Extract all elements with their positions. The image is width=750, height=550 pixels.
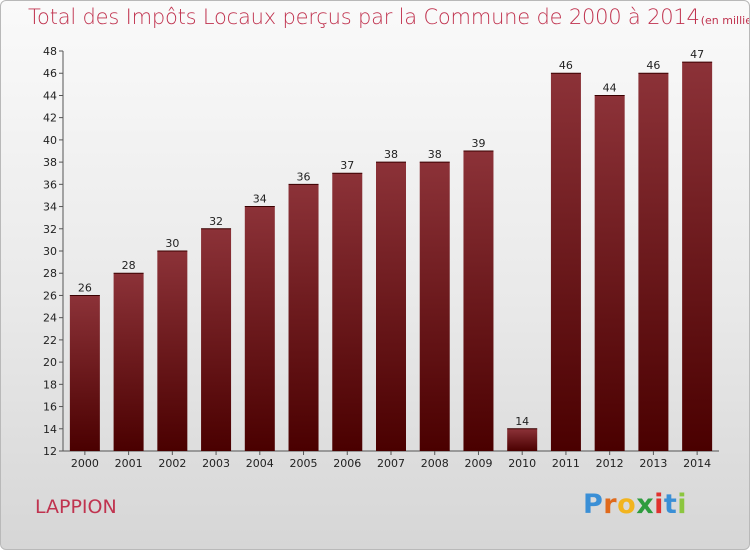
data-label: 39 <box>471 137 485 150</box>
x-tick-label: 2012 <box>596 457 624 470</box>
y-tick-label: 28 <box>43 267 57 280</box>
y-tick-label: 12 <box>43 445 57 458</box>
bar <box>638 73 669 451</box>
y-tick-label: 18 <box>43 378 57 391</box>
x-tick-label: 2009 <box>464 457 492 470</box>
data-label: 46 <box>559 59 573 72</box>
x-tick-label: 2007 <box>377 457 405 470</box>
data-label: 44 <box>603 81 617 94</box>
bars <box>69 61 713 452</box>
data-label: 32 <box>209 215 223 228</box>
y-tick-label: 14 <box>43 423 57 436</box>
logo-letter: r <box>603 489 618 520</box>
x-tick-label: 2000 <box>71 457 99 470</box>
y-tick-label: 24 <box>43 312 57 325</box>
x-tick-label: 2006 <box>333 457 361 470</box>
bar <box>682 62 713 451</box>
data-label: 36 <box>297 170 311 183</box>
y-tick-label: 30 <box>43 245 57 258</box>
bar <box>376 162 406 451</box>
x-tick-label: 2005 <box>290 457 318 470</box>
logo-letter: i <box>677 489 688 520</box>
y-tick-label: 16 <box>43 401 57 414</box>
y-tick-label: 44 <box>43 89 57 102</box>
x-tick-label: 2011 <box>552 457 580 470</box>
data-label: 28 <box>122 259 136 272</box>
proxiti-logo: Proxiti <box>583 489 687 520</box>
x-tick-label: 2008 <box>421 457 449 470</box>
data-label: 30 <box>165 237 179 250</box>
bar <box>201 228 232 451</box>
data-label: 26 <box>78 281 92 294</box>
y-tick-label: 42 <box>43 112 57 125</box>
y-tick-label: 34 <box>43 201 57 214</box>
bar <box>507 428 538 451</box>
chart-subtitle: (en milliers d'€) <box>700 14 749 27</box>
y-tick-label: 26 <box>43 289 57 302</box>
data-label: 38 <box>384 148 398 161</box>
x-tick-label: 2010 <box>508 457 536 470</box>
x-tick-label: 2014 <box>683 457 711 470</box>
y-tick-label: 38 <box>43 156 57 169</box>
logo-letter: i <box>654 489 664 520</box>
data-label: 47 <box>690 48 704 61</box>
bar <box>244 206 275 451</box>
bar <box>113 273 144 451</box>
logo-letter: o <box>617 489 637 520</box>
data-labels: 26 28 30 32 34 36 37 38 38 39 14 46 44 46 47 <box>78 48 704 428</box>
bar <box>69 295 100 451</box>
data-label: 46 <box>646 59 660 72</box>
axes: 12 14 16 18 20 22 24 26 28 30 32 34 36 38 40 42 44 46 48 20… <box>43 45 719 470</box>
y-tick-label: 36 <box>43 178 57 191</box>
logo-letter: t <box>663 489 678 520</box>
logo-letter: x <box>636 489 655 520</box>
y-tick-label: 48 <box>43 45 57 58</box>
bar <box>157 251 188 451</box>
data-label: 38 <box>428 148 442 161</box>
data-label: 14 <box>515 415 529 428</box>
bar <box>332 173 363 451</box>
y-tick-label: 32 <box>43 223 57 236</box>
commune-name: LAPPION <box>35 496 117 518</box>
y-tick-label: 20 <box>43 356 57 369</box>
bar <box>550 73 581 451</box>
y-tick-label: 22 <box>43 334 57 347</box>
x-tick-label: 2013 <box>639 457 667 470</box>
x-tick-label: 2004 <box>246 457 274 470</box>
bar <box>594 95 625 451</box>
x-tick-label: 2002 <box>158 457 186 470</box>
y-tick-label: 40 <box>43 134 57 147</box>
data-label: 37 <box>340 159 354 172</box>
bar <box>419 162 450 451</box>
chart-title: Total des Impôts Locaux perçus par la Co… <box>28 5 700 29</box>
x-tick-label: 2001 <box>115 457 143 470</box>
data-label: 34 <box>253 193 267 206</box>
bar <box>463 151 494 451</box>
bar <box>288 184 319 452</box>
x-tick-label: 2003 <box>202 457 230 470</box>
y-tick-label: 46 <box>43 67 57 80</box>
logo-letter: P <box>583 489 604 520</box>
title-row: Total des Impôts Locaux perçus par la Co… <box>28 5 749 29</box>
